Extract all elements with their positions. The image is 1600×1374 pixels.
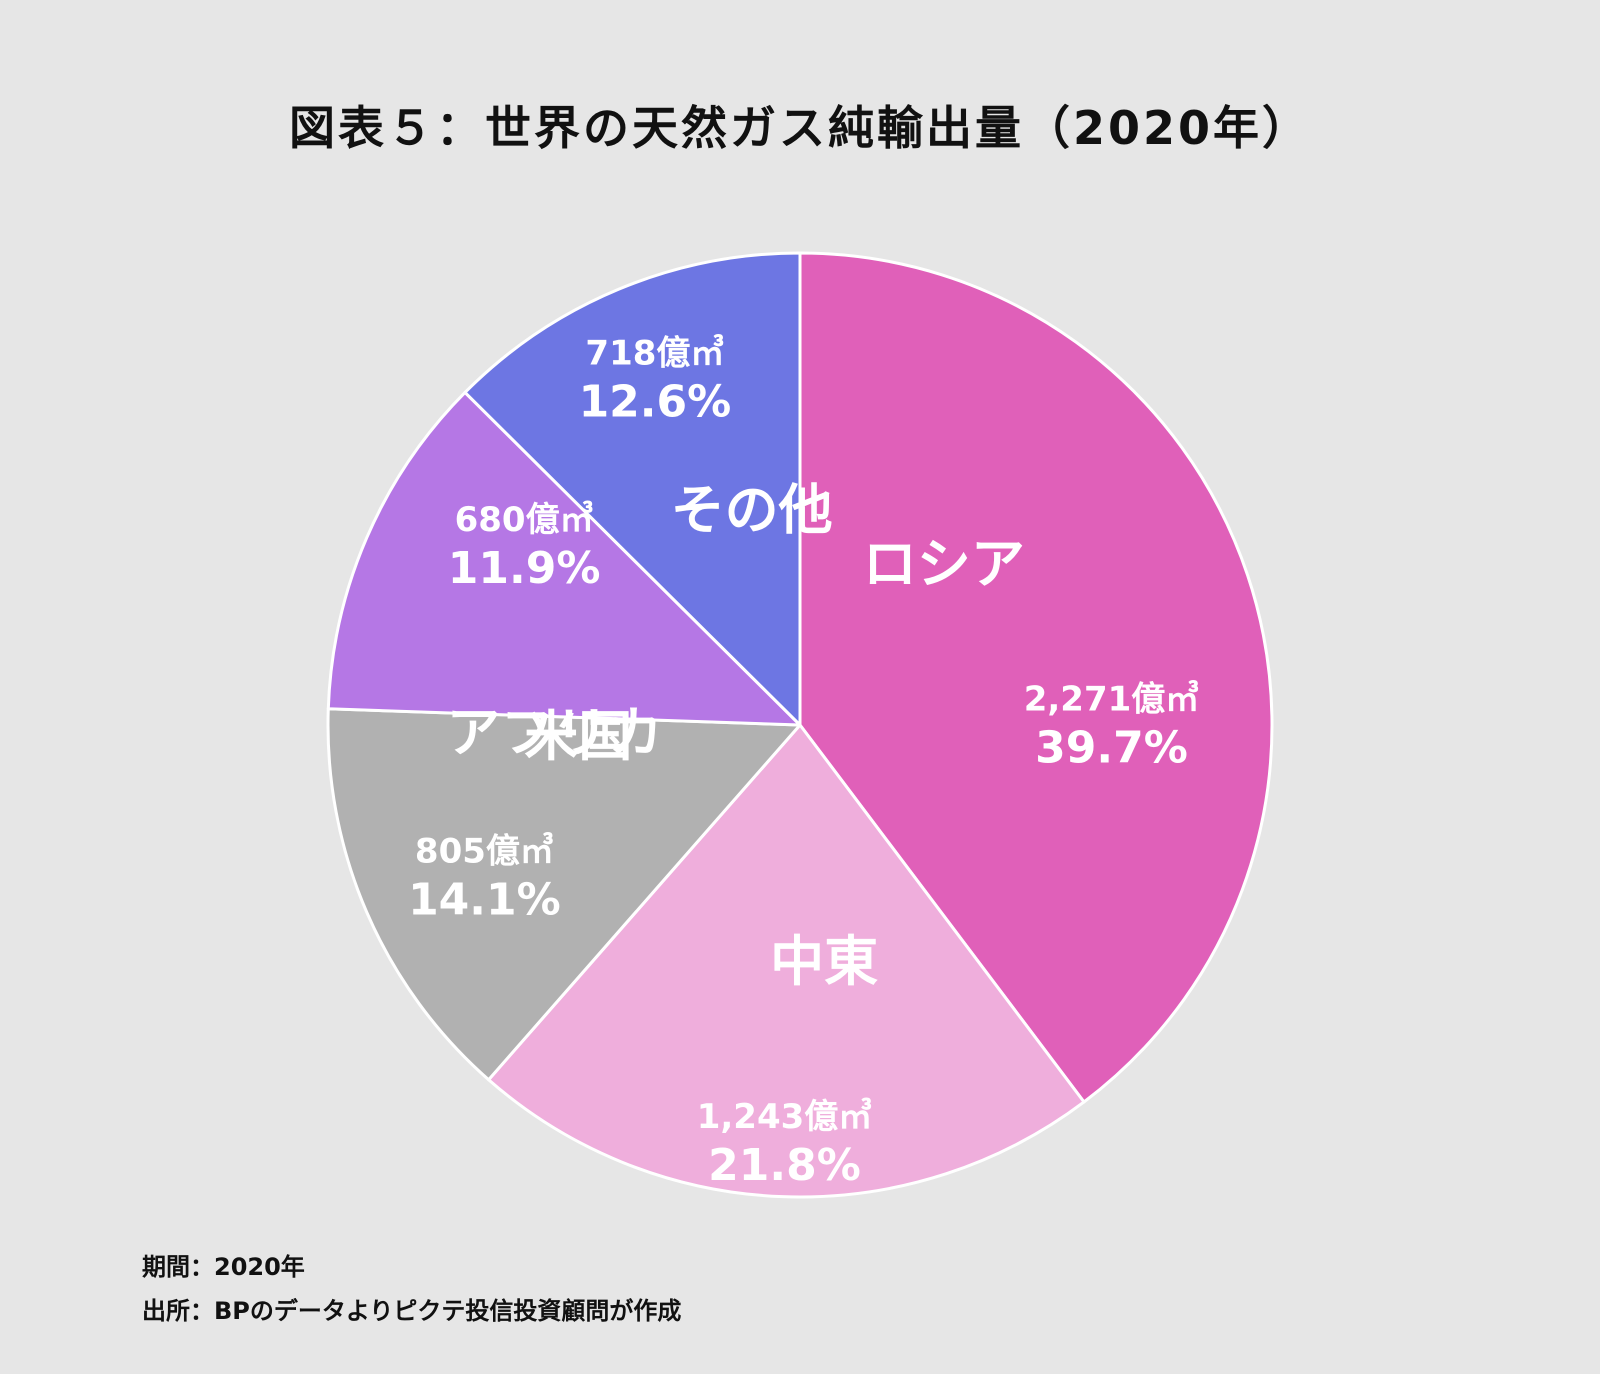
slice-value-label: 2,271億㎥ bbox=[1024, 679, 1200, 719]
slice-percent-label: 21.8% bbox=[708, 1140, 861, 1191]
slice-name-label: 米国 bbox=[524, 705, 632, 768]
slice-value-label: 718億㎥ bbox=[585, 333, 724, 373]
chart-title: 図表５：世界の天然ガス純輸出量（2020年） bbox=[288, 101, 1312, 155]
slice-percent-label: 39.7% bbox=[1035, 722, 1188, 773]
slice-name-label: アフリカ bbox=[447, 701, 663, 764]
slice-percent-label: 11.9% bbox=[448, 543, 601, 594]
slice-name-label: ロシア bbox=[863, 532, 1025, 595]
slice-name-label: その他 bbox=[671, 479, 833, 542]
pie-slice-4 bbox=[463, 251, 802, 727]
slice-percent-label: 14.1% bbox=[408, 875, 561, 926]
footer-period: 期間：2020年 bbox=[142, 1253, 305, 1281]
slice-value-label: 805億㎥ bbox=[415, 832, 554, 872]
slice-percent-label: 12.6% bbox=[579, 376, 732, 427]
slice-value-label: 680億㎥ bbox=[455, 500, 594, 540]
pie-slices bbox=[326, 251, 1274, 1199]
pie-slice-0 bbox=[798, 251, 1274, 1104]
pie-slice-2 bbox=[326, 707, 802, 1082]
pie-slice-1 bbox=[487, 723, 1086, 1199]
pie-slice-3 bbox=[326, 390, 802, 727]
slice-name-label: 中東 bbox=[770, 930, 878, 993]
slice-value-label: 1,243億㎥ bbox=[697, 1097, 873, 1137]
footer-source: 出所：BPのデータよりピクテ投信投資顧問が作成 bbox=[142, 1297, 682, 1325]
